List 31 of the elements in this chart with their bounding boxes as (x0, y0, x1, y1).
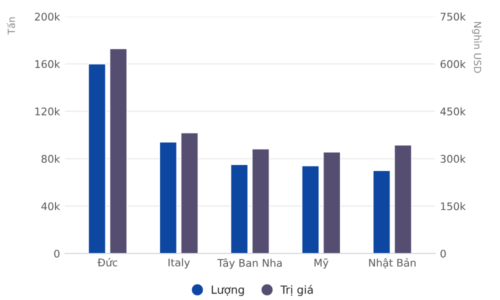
y-tick-label: 200k (34, 12, 60, 21)
y2-tick-label: 750k (440, 12, 466, 21)
bar (372, 170, 391, 254)
bar (230, 164, 248, 254)
y-axis-title: Tấn (6, 17, 16, 35)
x-tick-label: Italy (168, 258, 190, 268)
y2-tick-label: 0 (440, 250, 446, 258)
y-tick-label: 0 (54, 250, 60, 258)
bar (180, 132, 198, 254)
x-tick-label: Nhật Bản (369, 258, 416, 268)
x-tick-label: Đức (98, 258, 118, 266)
bar (88, 63, 106, 254)
legend-label: Trị giá (280, 284, 313, 296)
y2-tick-label: 300k (440, 154, 466, 163)
bar (302, 165, 320, 254)
x-tick-label: Tây Ban Nha (217, 258, 282, 269)
bar (109, 48, 128, 254)
legend-label: Lượng (212, 286, 244, 296)
y-tick-label: 120k (35, 107, 60, 116)
y2-axis-title: Nghìn USD (472, 22, 482, 73)
y-tick-label: 40k (41, 202, 60, 210)
y2-tick-label: 150k (441, 202, 466, 210)
y2-tick-label: 600k (440, 60, 466, 68)
y-tick-label: 80k (42, 154, 60, 163)
bar (252, 148, 270, 254)
y-tick-label: 160k (35, 60, 60, 68)
bar (159, 142, 178, 254)
y2-tick-label: 450k (440, 107, 466, 116)
x-tick-label: Mỹ (314, 258, 328, 269)
bar (322, 152, 341, 254)
bar (394, 144, 412, 254)
